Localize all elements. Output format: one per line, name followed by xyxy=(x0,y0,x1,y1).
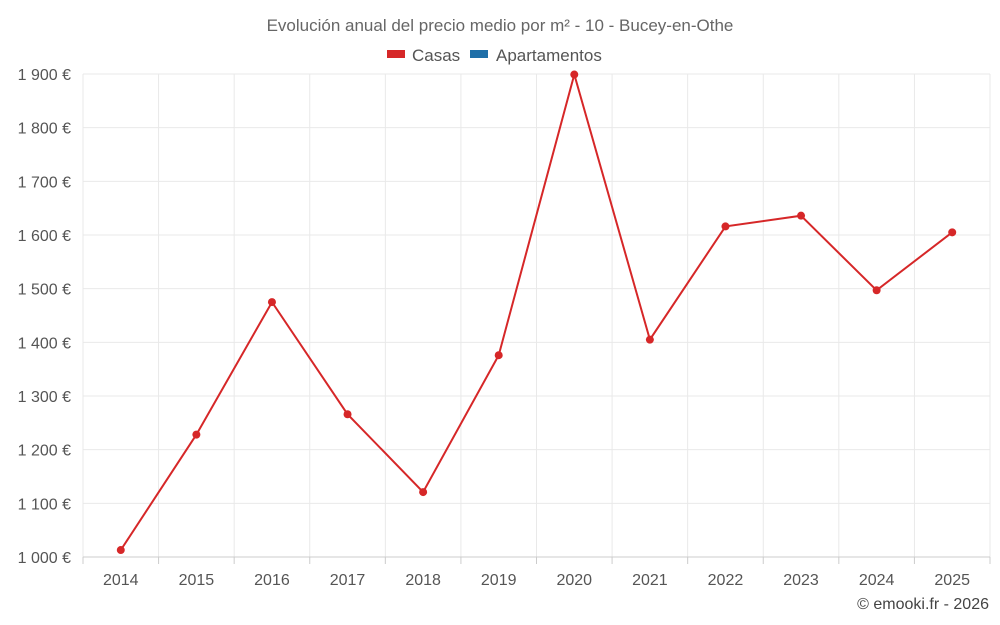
y-tick-label: 1 600 € xyxy=(18,228,71,245)
data-point-casas-2014[interactable] xyxy=(116,546,125,555)
chart-title: Evolución anual del precio medio por m² … xyxy=(267,16,734,35)
y-tick-label: 1 100 € xyxy=(18,496,71,513)
legend-label-casas: Casas xyxy=(412,46,460,65)
y-tick-label: 1 500 € xyxy=(18,282,71,299)
y-tick-label: 1 300 € xyxy=(18,389,71,406)
x-tick-label: 2021 xyxy=(632,572,668,589)
legend-item-apartamentos[interactable]: Apartamentos xyxy=(470,46,602,65)
y-tick-label: 1 400 € xyxy=(18,335,71,352)
x-tick-label: 2024 xyxy=(859,572,895,589)
x-tick-label: 2019 xyxy=(481,572,517,589)
y-tick-label: 1 700 € xyxy=(18,174,71,191)
data-point-casas-2017[interactable] xyxy=(343,410,352,419)
data-point-casas-2021[interactable] xyxy=(645,335,654,344)
y-tick-label: 1 200 € xyxy=(18,443,71,460)
y-tick-label: 1 900 € xyxy=(18,67,71,84)
series-line-casas xyxy=(119,70,953,551)
data-point-casas-2015[interactable] xyxy=(192,430,201,439)
x-gridlines xyxy=(82,74,991,564)
x-tick-label: 2017 xyxy=(330,572,366,589)
legend-label-apartamentos: Apartamentos xyxy=(496,46,602,65)
y-axis-labels: 1 000 € 1 100 € 1 200 € 1 300 € 1 400 € 1 500… xyxy=(18,67,71,567)
data-point-casas-2016[interactable] xyxy=(267,298,276,307)
data-point-casas-2022[interactable] xyxy=(721,222,730,231)
data-point-casas-2025[interactable] xyxy=(948,228,957,237)
x-tick-label: 2018 xyxy=(405,572,441,589)
x-tick-label: 2015 xyxy=(179,572,215,589)
legend: Casas Apartamentos xyxy=(387,46,602,65)
series-lines xyxy=(119,70,953,551)
data-point-casas-2024[interactable] xyxy=(872,286,881,295)
data-point-casas-2020[interactable] xyxy=(570,70,579,79)
x-tick-label: 2016 xyxy=(254,572,290,589)
x-axis-labels: 2014 2015 2016 2017 2018 2019 2020 2021 2022 2023… xyxy=(103,572,970,589)
y-tick-label: 1 000 € xyxy=(18,550,71,567)
legend-item-casas[interactable]: Casas xyxy=(387,46,460,65)
x-tick-label: 2023 xyxy=(783,572,819,589)
data-point-casas-2018[interactable] xyxy=(419,488,428,497)
legend-swatch-apartamentos xyxy=(470,50,488,58)
data-point-casas-2023[interactable] xyxy=(797,211,806,220)
x-tick-label: 2022 xyxy=(708,572,744,589)
x-tick-label: 2020 xyxy=(556,572,592,589)
data-points xyxy=(116,70,957,555)
x-tick-label: 2025 xyxy=(934,572,970,589)
data-point-casas-2019[interactable] xyxy=(494,351,503,360)
y-tick-label: 1 800 € xyxy=(18,121,71,138)
legend-swatch-casas xyxy=(387,50,405,58)
x-tick-label: 2014 xyxy=(103,572,139,589)
credit-text: © emooki.fr - 2026 xyxy=(857,596,989,613)
